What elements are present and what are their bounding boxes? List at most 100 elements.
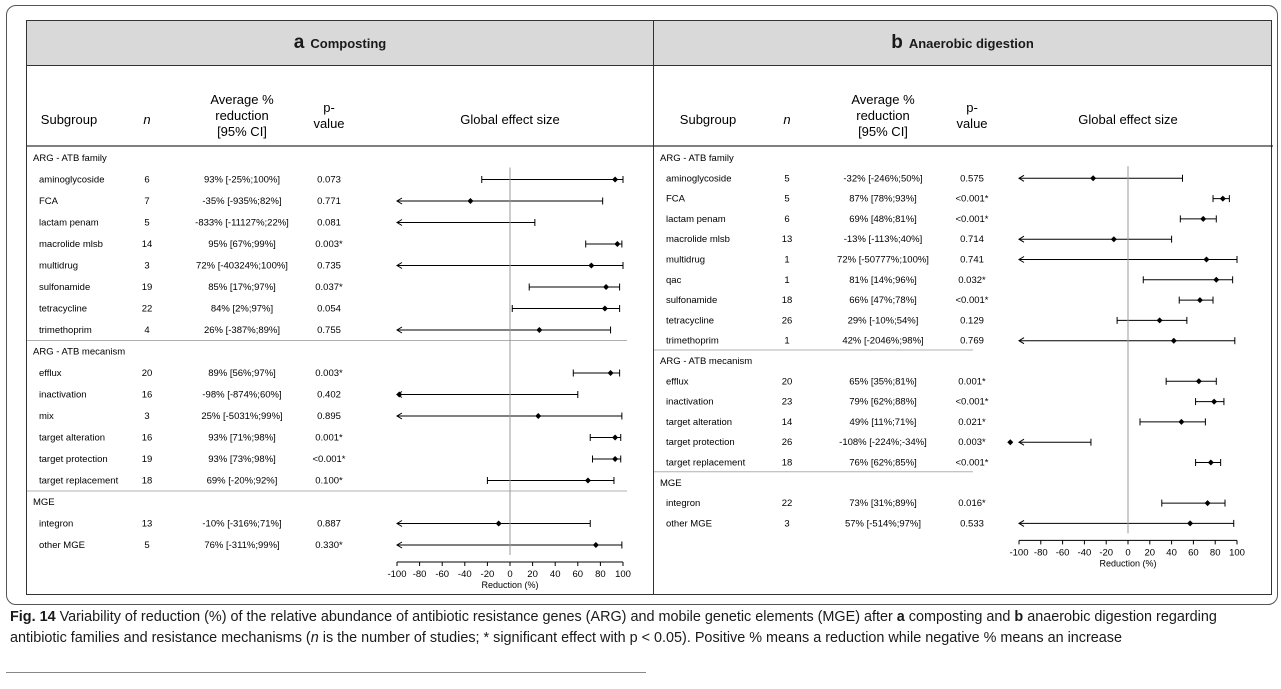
x-tick-label: 40 xyxy=(550,569,561,580)
row-name: sulfonamide xyxy=(666,295,717,306)
ci-arrow-left xyxy=(396,412,403,420)
row-p-value: 0.037* xyxy=(315,282,343,293)
forest-plot-anaerobic-digestion: Subgroup n Average %reduction[95% CI] p-val… xyxy=(654,92,1273,568)
x-tick-label: -100 xyxy=(1009,547,1028,558)
ci-arrow-left xyxy=(1018,174,1025,182)
row-estimate-ci: 93% [73%;98%] xyxy=(208,454,276,465)
caption-text-3: anaerobic digestion regarding antibiotic… xyxy=(10,609,1217,646)
row-p-value: 0.741 xyxy=(960,255,984,266)
x-tick-label: 100 xyxy=(615,569,631,580)
row-n: 16 xyxy=(142,390,153,401)
row-n: 18 xyxy=(142,476,153,487)
ci-arrow-left xyxy=(396,219,403,226)
panel-composting: a Composting Subgroup n Average % reduction[… xyxy=(26,20,655,595)
row-n: 16 xyxy=(142,433,153,444)
ci-arrow-left xyxy=(1018,519,1025,527)
point-estimate xyxy=(1187,520,1194,527)
row-p-value: 0.771 xyxy=(317,196,341,207)
header-n: n xyxy=(783,112,790,127)
row-p-value: 0.003* xyxy=(315,239,343,250)
row-name: tetracycline xyxy=(39,304,87,315)
point-estimate xyxy=(612,176,619,183)
row-estimate-ci: -833% [-11127%;22%] xyxy=(195,218,289,229)
row-n: 3 xyxy=(144,261,149,272)
row-p-value: <0.001* xyxy=(955,214,988,225)
row-n: 1 xyxy=(784,336,789,347)
row-n: 1 xyxy=(784,275,789,286)
row-estimate-ci: -98% [-874%;60%] xyxy=(202,390,281,401)
row-estimate-ci: 26% [-387%;89%] xyxy=(204,325,280,336)
row-p-value: <0.001* xyxy=(955,295,988,306)
row-p-value: 0.575 xyxy=(960,173,984,184)
x-tick-label: 20 xyxy=(1145,547,1156,558)
row-name: multidrug xyxy=(666,255,705,266)
row-n: 20 xyxy=(142,368,153,379)
row-estimate-ci: 95% [67%;99%] xyxy=(208,239,276,250)
row-n: 14 xyxy=(142,239,153,250)
row-n: 1 xyxy=(784,255,789,266)
row-name: macrolide mlsb xyxy=(39,239,103,250)
point-estimate xyxy=(603,284,610,290)
section-label: ARG - ATB mecanism xyxy=(33,347,125,358)
row-n: 18 xyxy=(782,458,793,469)
row-p-value: 0.081 xyxy=(317,218,341,229)
row-estimate-ci: 57% [-514%;97%] xyxy=(845,518,921,529)
point-estimate xyxy=(1156,317,1163,324)
x-tick-label: -60 xyxy=(1056,547,1070,558)
section-label: ARG - ATB mecanism xyxy=(660,356,752,367)
row-n: 6 xyxy=(144,175,149,186)
x-tick-label: 0 xyxy=(507,569,512,580)
x-tick-label: -40 xyxy=(458,569,472,580)
row-name: target replacement xyxy=(666,458,746,469)
row-estimate-ci: -108% [-224%;-34%] xyxy=(839,437,927,448)
row-estimate-ci: -13% [-113%;40%] xyxy=(844,234,923,245)
x-tick-label: -60 xyxy=(435,569,449,580)
point-estimate xyxy=(592,542,599,548)
section-label: ARG - ATB family xyxy=(660,153,734,164)
row-p-value: <0.001* xyxy=(955,397,988,408)
row-estimate-ci: 76% [62%;85%] xyxy=(849,458,917,469)
row-p-value: 0.003* xyxy=(958,437,986,448)
panel-anaerobic-digestion: b Anaerobic digestion Subgroup n Average % r… xyxy=(653,20,1273,595)
point-estimate xyxy=(1090,175,1097,182)
ci-arrow-left xyxy=(396,262,403,269)
row-estimate-ci: 73% [31%;89%] xyxy=(849,498,917,509)
x-tick-label: -80 xyxy=(1034,547,1048,558)
x-tick-label: 0 xyxy=(1125,547,1130,558)
point-estimate xyxy=(588,262,595,269)
row-p-value: 0.003* xyxy=(315,368,343,379)
x-tick-label: 40 xyxy=(1166,547,1177,558)
section-label: ARG - ATB family xyxy=(33,153,107,164)
point-estimate xyxy=(535,413,542,419)
row-n: 5 xyxy=(144,218,149,229)
row-n: 3 xyxy=(784,518,789,529)
point-estimate xyxy=(584,477,591,484)
ci-arrow-left xyxy=(396,541,403,549)
row-name: other MGE xyxy=(39,540,85,551)
caption-text-1: Variability of reduction (%) of the rela… xyxy=(55,609,897,625)
row-n: 14 xyxy=(782,417,793,428)
header-subgroup: Subgroup xyxy=(41,112,97,127)
header-p: p- xyxy=(966,100,978,115)
row-estimate-ci: 66% [47%;78%] xyxy=(849,295,917,306)
row-estimate-ci: 93% [-25%;100%] xyxy=(204,175,280,186)
row-name: macrolide mlsb xyxy=(666,234,730,245)
point-estimate xyxy=(495,520,502,527)
point-estimate xyxy=(612,456,619,462)
row-name: inactivation xyxy=(666,397,714,408)
row-estimate-ci: -10% [-316%;71%] xyxy=(202,519,281,530)
row-name: aminoglycoside xyxy=(666,173,731,184)
x-tick-label: 20 xyxy=(527,569,538,580)
header-average: Average % xyxy=(851,92,915,107)
row-name: mix xyxy=(39,411,54,422)
figure-caption: Fig. 14 Variability of reduction (%) of … xyxy=(10,607,1275,649)
row-estimate-ci: 79% [62%;88%] xyxy=(849,397,917,408)
row-p-value: 0.016* xyxy=(958,498,986,509)
row-estimate-ci: 29% [-10%;54%] xyxy=(848,315,919,326)
row-name: trimethoprim xyxy=(39,325,92,336)
header-average: Average % xyxy=(210,92,274,107)
x-tick-label: -20 xyxy=(1099,547,1113,558)
row-estimate-ci: 81% [14%;96%] xyxy=(849,275,917,286)
x-tick-label: 60 xyxy=(1188,547,1199,558)
row-estimate-ci: 42% [-2046%;98%] xyxy=(842,336,923,347)
